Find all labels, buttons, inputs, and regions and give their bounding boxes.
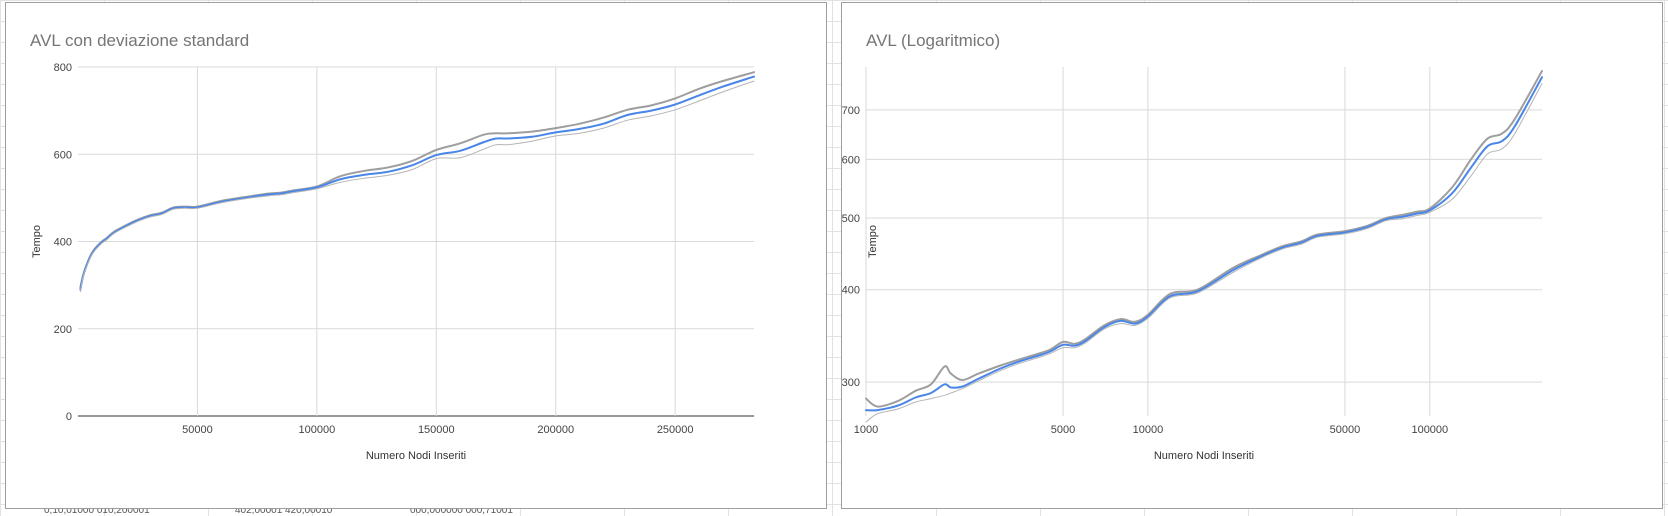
chart-panel-avl-log[interactable]: AVL (Logaritmico) 300 400 500 600 700 1000 500… [841, 2, 1663, 509]
y-tick-label: 0 [66, 411, 72, 423]
series-line-upper [79, 71, 755, 289]
y-tick-label: 500 [842, 213, 860, 225]
chart-svg: 300 400 500 600 700 1000 5000 10000 50000 100000 N… [842, 67, 1543, 462]
chart-panel-avl-std[interactable]: AVL con deviazione standard 0 200 400 600 80… [5, 2, 827, 509]
x-tick-label: 1000 [854, 424, 878, 436]
chart-svg: 0 200 400 600 800 50000 100000 150000 200000 2500… [31, 62, 755, 462]
series-line-lower [865, 83, 1543, 423]
x-tick-label: 100000 [299, 424, 336, 436]
sheet-cell-text: 402,00001 420,00010 [235, 505, 333, 516]
y-tick-label: 400 [54, 237, 72, 249]
x-tick-label: 5000 [1051, 424, 1075, 436]
sheet-cell-text: 000,000000 000,71001 [410, 505, 513, 516]
y-axis-label: Tempo [31, 225, 43, 258]
series-line-lower [79, 80, 755, 293]
series-line-upper [865, 70, 1543, 408]
x-axis-label: Numero Nodi Inseriti [366, 450, 466, 462]
y-tick-label: 600 [842, 154, 860, 166]
x-tick-label: 250000 [657, 424, 694, 436]
series-line-mean [79, 75, 755, 291]
y-tick-label: 800 [54, 62, 72, 74]
y-tick-label: 600 [54, 149, 72, 161]
y-tick-label: 700 [842, 105, 860, 117]
chart-title: AVL con deviazione standard [30, 31, 250, 50]
y-tick-label: 200 [54, 324, 72, 336]
x-tick-label: 50000 [182, 424, 213, 436]
x-tick-label: 200000 [537, 424, 574, 436]
y-axis-label: Tempo [867, 225, 879, 258]
y-tick-label: 300 [842, 377, 860, 389]
series-line-mean [865, 76, 1543, 412]
x-tick-label: 10000 [1133, 424, 1164, 436]
y-tick-label: 400 [842, 285, 860, 297]
x-tick-label: 150000 [418, 424, 455, 436]
chart-title: AVL (Logaritmico) [866, 31, 1001, 50]
x-tick-label: 100000 [1411, 424, 1448, 436]
x-axis-label: Numero Nodi Inseriti [1154, 450, 1254, 462]
x-tick-label: 50000 [1330, 424, 1361, 436]
sheet-cell-text: 0,10,01000 010,200001 [44, 505, 150, 516]
